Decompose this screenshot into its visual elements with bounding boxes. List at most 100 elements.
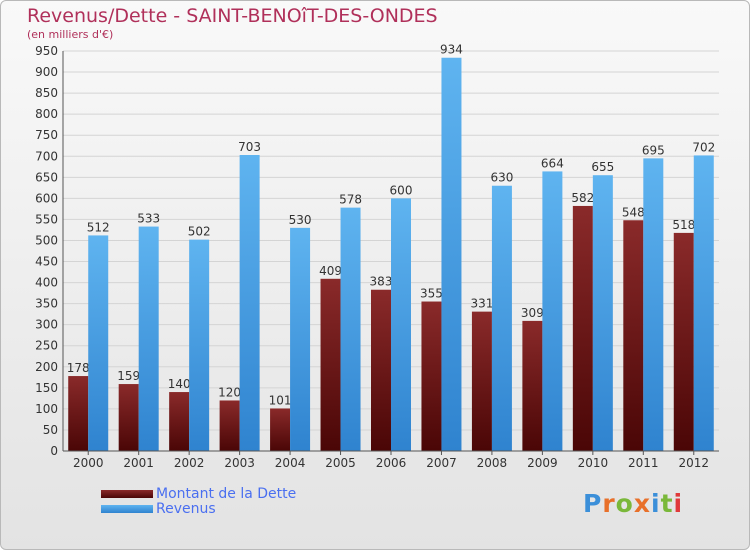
bar-revenus (290, 227, 311, 451)
bar-revenus (239, 155, 260, 451)
chart-subtitle: (en milliers d'€) (27, 28, 114, 41)
legend-swatch-dette (101, 490, 153, 498)
logo-letter: i (673, 489, 684, 518)
chart-title: Revenus/Dette - SAINT-BENOîT-DES-ONDES (27, 5, 438, 27)
bar-revenus (340, 207, 361, 451)
bar-dette (270, 408, 291, 451)
data-label-dette: 101 (269, 393, 292, 407)
bar-revenus (189, 239, 210, 451)
bar-revenus (592, 175, 613, 452)
y-tick-label: 800 (35, 107, 58, 121)
bar-dette (421, 301, 442, 451)
x-tick-label: 2004 (275, 456, 306, 470)
logo-letter: o (615, 489, 634, 518)
y-tick-label: 550 (35, 212, 58, 226)
data-label-dette: 120 (218, 385, 241, 399)
data-label-dette: 331 (470, 297, 493, 311)
data-label-revenus: 702 (692, 140, 715, 154)
data-label-revenus: 655 (591, 160, 614, 174)
y-tick-label: 150 (35, 381, 58, 395)
data-label-dette: 140 (168, 377, 191, 391)
bar-revenus (441, 57, 462, 451)
bar-revenus (542, 171, 563, 451)
axes: 0 50 100 150 200 250 300 350 400 450 500 550 600 650 7… (35, 44, 719, 470)
data-label-revenus: 530 (289, 213, 312, 227)
y-tick-label: 400 (35, 276, 58, 290)
data-label-revenus: 664 (541, 156, 564, 170)
bar-revenus (693, 155, 714, 451)
bar-dette (118, 384, 139, 451)
y-tick-label: 100 (35, 402, 58, 416)
y-tick-label: 350 (35, 297, 58, 311)
y-tick-label: 600 (35, 191, 58, 205)
y-tick-label: 850 (35, 86, 58, 100)
logo-letter: x (633, 489, 651, 518)
x-tick-label: 2009 (527, 456, 558, 470)
bar-dette (522, 320, 543, 451)
legend-label-revenus: Revenus (156, 501, 216, 517)
bar-dette (572, 205, 593, 451)
y-tick-label: 950 (35, 44, 58, 58)
y-tick-label: 450 (35, 255, 58, 269)
logo-letter: r (602, 489, 616, 518)
y-tick-label: 900 (35, 65, 58, 79)
y-tick-label: 300 (35, 318, 58, 332)
data-label-dette: 383 (370, 275, 393, 289)
data-label-revenus: 502 (188, 225, 211, 239)
x-tick-label: 2001 (123, 456, 154, 470)
x-tick-label: 2005 (325, 456, 356, 470)
bar-dette (68, 376, 89, 451)
data-label-dette: 355 (420, 287, 443, 301)
proxiti-logo: Proxiti (583, 489, 683, 518)
data-label-revenus: 600 (390, 183, 413, 197)
x-tick-label: 2010 (578, 456, 609, 470)
y-tick-label: 50 (43, 423, 58, 437)
data-label-revenus: 695 (642, 143, 665, 157)
bar-dette (673, 232, 694, 451)
bar-revenus (491, 185, 512, 451)
data-label-revenus: 703 (238, 140, 261, 154)
data-label-dette: 159 (117, 369, 140, 383)
bar-dette (371, 289, 391, 451)
y-tick-label: 650 (35, 170, 58, 184)
bar-revenus (391, 198, 411, 451)
y-tick-label: 700 (35, 149, 58, 163)
data-label-revenus: 578 (339, 193, 362, 207)
x-tick-label: 2000 (73, 456, 104, 470)
data-label-revenus: 512 (87, 220, 110, 234)
x-tick-label: 2002 (174, 456, 205, 470)
x-tick-label: 2007 (426, 456, 457, 470)
data-label-revenus: 630 (490, 171, 513, 185)
x-tick-label: 2011 (628, 456, 659, 470)
y-tick-label: 500 (35, 233, 58, 247)
bar-dette (471, 311, 492, 451)
y-tick-label: 750 (35, 128, 58, 142)
data-label-dette: 409 (319, 264, 342, 278)
bar-revenus (88, 235, 109, 451)
data-label-revenus: 533 (137, 212, 160, 226)
bars: 178 512 159 533 140 502 120 703 101 530 409 578 383 6… (67, 43, 715, 452)
logo-letter: i (651, 489, 661, 518)
y-tick-label: 0 (50, 444, 58, 458)
bar-dette (320, 278, 341, 451)
bar-dette (169, 392, 190, 451)
x-tick-label: 2008 (477, 456, 508, 470)
data-label-revenus: 934 (440, 43, 463, 57)
bar-dette (219, 400, 240, 451)
logo-letter: t (660, 489, 674, 518)
x-tick-label: 2012 (678, 456, 709, 470)
legend-swatch-revenus (101, 505, 153, 513)
data-label-dette: 518 (672, 218, 695, 232)
data-label-dette: 178 (67, 361, 90, 375)
data-label-dette: 582 (571, 191, 594, 205)
bar-dette (623, 220, 644, 451)
bar-revenus (138, 226, 159, 451)
legend-label-dette: Montant de la Dette (156, 486, 297, 502)
logo-letter: P (583, 489, 603, 518)
bar-revenus (643, 158, 664, 452)
y-tick-label: 200 (35, 360, 58, 374)
data-label-dette: 309 (521, 306, 544, 320)
data-label-dette: 548 (622, 205, 645, 219)
